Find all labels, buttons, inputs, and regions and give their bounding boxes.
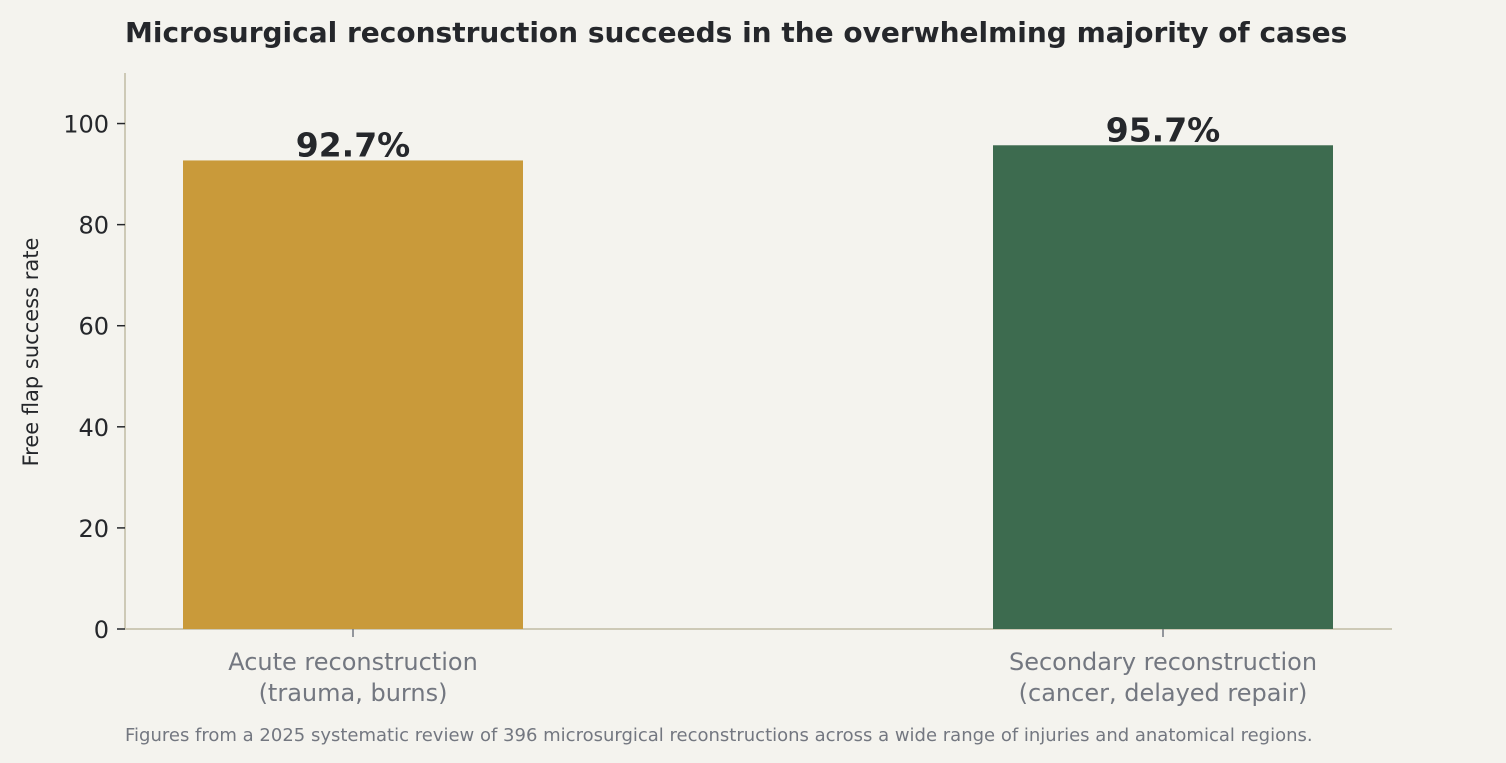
y-tick-label: 20	[78, 515, 109, 543]
bar-1	[183, 160, 523, 629]
y-tick-label: 100	[63, 111, 109, 139]
chart-caption: Figures from a 2025 systematic review of…	[125, 725, 1313, 746]
y-tick-label: 0	[94, 616, 109, 644]
x-tick-label: (cancer, delayed repair)	[1019, 679, 1308, 707]
y-tick-label: 60	[78, 313, 109, 341]
bar-value-label: 95.7%	[1106, 110, 1221, 149]
plot-area: 0 20 40 60 80 100 92.7% Acute reconstruction (tr…	[63, 73, 1392, 707]
chart-title: Microsurgical reconstruction succeeds in…	[125, 16, 1347, 49]
y-axis-label: Free flap success rate	[19, 238, 43, 467]
x-tick-label: Secondary reconstruction	[1009, 648, 1317, 676]
y-tick-label: 80	[78, 212, 109, 240]
x-tick-label: Acute reconstruction	[228, 648, 478, 676]
bar-2	[993, 145, 1333, 629]
y-tick-label: 40	[78, 414, 109, 442]
x-tick-label: (trauma, burns)	[259, 679, 448, 707]
bar-value-label: 92.7%	[296, 125, 411, 164]
